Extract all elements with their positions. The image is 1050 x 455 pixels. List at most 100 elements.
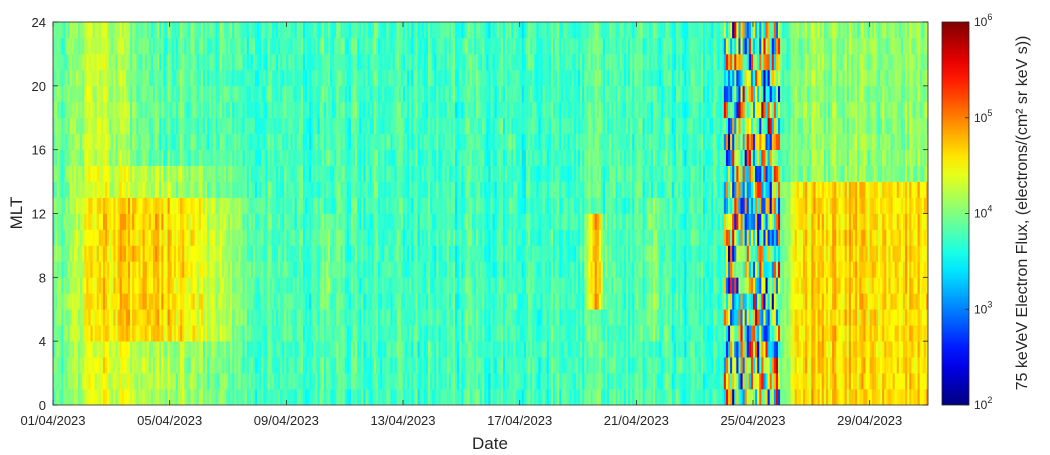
heatmap-cell [150, 261, 154, 278]
heatmap-cell [357, 277, 360, 294]
heatmap-cell [269, 133, 273, 151]
heatmap-cell [163, 197, 166, 214]
heatmap-cell [213, 133, 216, 151]
heatmap-cell [103, 389, 106, 405]
heatmap-cell [57, 293, 60, 310]
heatmap-cell [180, 53, 183, 71]
heatmap-cell [173, 165, 177, 182]
heatmap-cell [421, 309, 425, 326]
heatmap-cell [400, 261, 404, 278]
heatmap-cell [328, 309, 331, 326]
heatmap-cell [300, 37, 304, 55]
heatmap-cell [167, 293, 171, 310]
heatmap-cell [53, 341, 56, 358]
heatmap-cell [373, 341, 377, 358]
heatmap-cell [246, 181, 250, 198]
heatmap-cell [373, 229, 377, 246]
heatmap-cell [67, 69, 71, 87]
heatmap-cell [178, 101, 181, 119]
heatmap-cell [63, 213, 66, 230]
heatmap-cell [271, 309, 275, 326]
heatmap-cell [425, 101, 429, 119]
heatmap-cell [288, 133, 291, 151]
heatmap-cell [238, 117, 241, 135]
heatmap-cell [82, 261, 85, 278]
heatmap-cell [98, 213, 102, 230]
heatmap-cell [92, 165, 96, 182]
heatmap-cell [184, 22, 187, 39]
heatmap-cell [200, 165, 204, 182]
heatmap-cell [98, 149, 102, 166]
heatmap-cell [384, 149, 387, 166]
heatmap-cell [444, 309, 448, 326]
heatmap-cell [144, 69, 148, 87]
heatmap-cell [459, 277, 462, 294]
heatmap-cell [103, 293, 106, 310]
heatmap-cell [130, 149, 133, 166]
heatmap-cell [398, 149, 402, 166]
heatmap-cell [232, 101, 235, 119]
heatmap-cell [255, 325, 258, 342]
heatmap-cell [413, 325, 416, 342]
heatmap-cell [455, 101, 458, 119]
heatmap-cell [107, 293, 110, 310]
heatmap-cell [273, 277, 277, 294]
heatmap-cell [334, 37, 337, 55]
heatmap-cell [236, 53, 239, 71]
heatmap-cell [67, 389, 71, 405]
heatmap-cell [142, 213, 146, 230]
heatmap-cell [440, 133, 443, 151]
heatmap-cell [294, 149, 298, 166]
heatmap-cell [321, 357, 325, 374]
heatmap-cell [288, 213, 291, 230]
heatmap-cell [107, 277, 110, 294]
heatmap-cell [155, 22, 158, 39]
heatmap-cell [103, 85, 106, 103]
heatmap-cell [315, 245, 318, 262]
heatmap-cell [159, 277, 162, 294]
heatmap-cell [392, 37, 396, 55]
heatmap-cell [336, 213, 339, 230]
heatmap-cell [465, 53, 468, 71]
heatmap-cell [192, 149, 196, 166]
heatmap-cell [448, 117, 452, 135]
heatmap-cell [57, 149, 60, 166]
heatmap-cell [94, 22, 98, 39]
heatmap-cell [459, 261, 462, 278]
heatmap-cell [69, 101, 73, 119]
heatmap-cell [194, 53, 198, 71]
heatmap-cell [232, 149, 235, 166]
heatmap-cell [257, 85, 260, 103]
heatmap-cell [342, 341, 346, 358]
heatmap-cell [180, 277, 183, 294]
heatmap-cell [130, 213, 133, 230]
heatmap-cell [82, 165, 85, 182]
heatmap-cell [467, 325, 471, 342]
heatmap-cell [413, 117, 416, 135]
heatmap-cell [128, 181, 131, 198]
heatmap-cell [84, 277, 87, 294]
heatmap-cell [475, 341, 479, 358]
heatmap-cell [119, 309, 123, 326]
heatmap-cell [332, 389, 335, 405]
heatmap-cell [444, 69, 448, 87]
heatmap-cell [221, 85, 225, 103]
heatmap-cell [92, 85, 96, 103]
heatmap-cell [259, 133, 262, 151]
heatmap-cell [344, 197, 348, 214]
heatmap-cell [288, 101, 291, 119]
heatmap-cell [65, 117, 68, 135]
heatmap-cell [459, 37, 462, 55]
heatmap-cell [109, 325, 112, 342]
heatmap-cell [317, 245, 321, 262]
heatmap-cell [128, 245, 131, 262]
heatmap-cell [328, 85, 331, 103]
heatmap-cell [436, 37, 439, 55]
heatmap-cell [267, 357, 271, 374]
heatmap-cell [236, 389, 239, 405]
heatmap-cell [209, 117, 212, 135]
heatmap-cell [186, 197, 189, 214]
heatmap-cell [207, 261, 210, 278]
heatmap-cell [155, 245, 158, 262]
heatmap-cell [180, 261, 183, 278]
